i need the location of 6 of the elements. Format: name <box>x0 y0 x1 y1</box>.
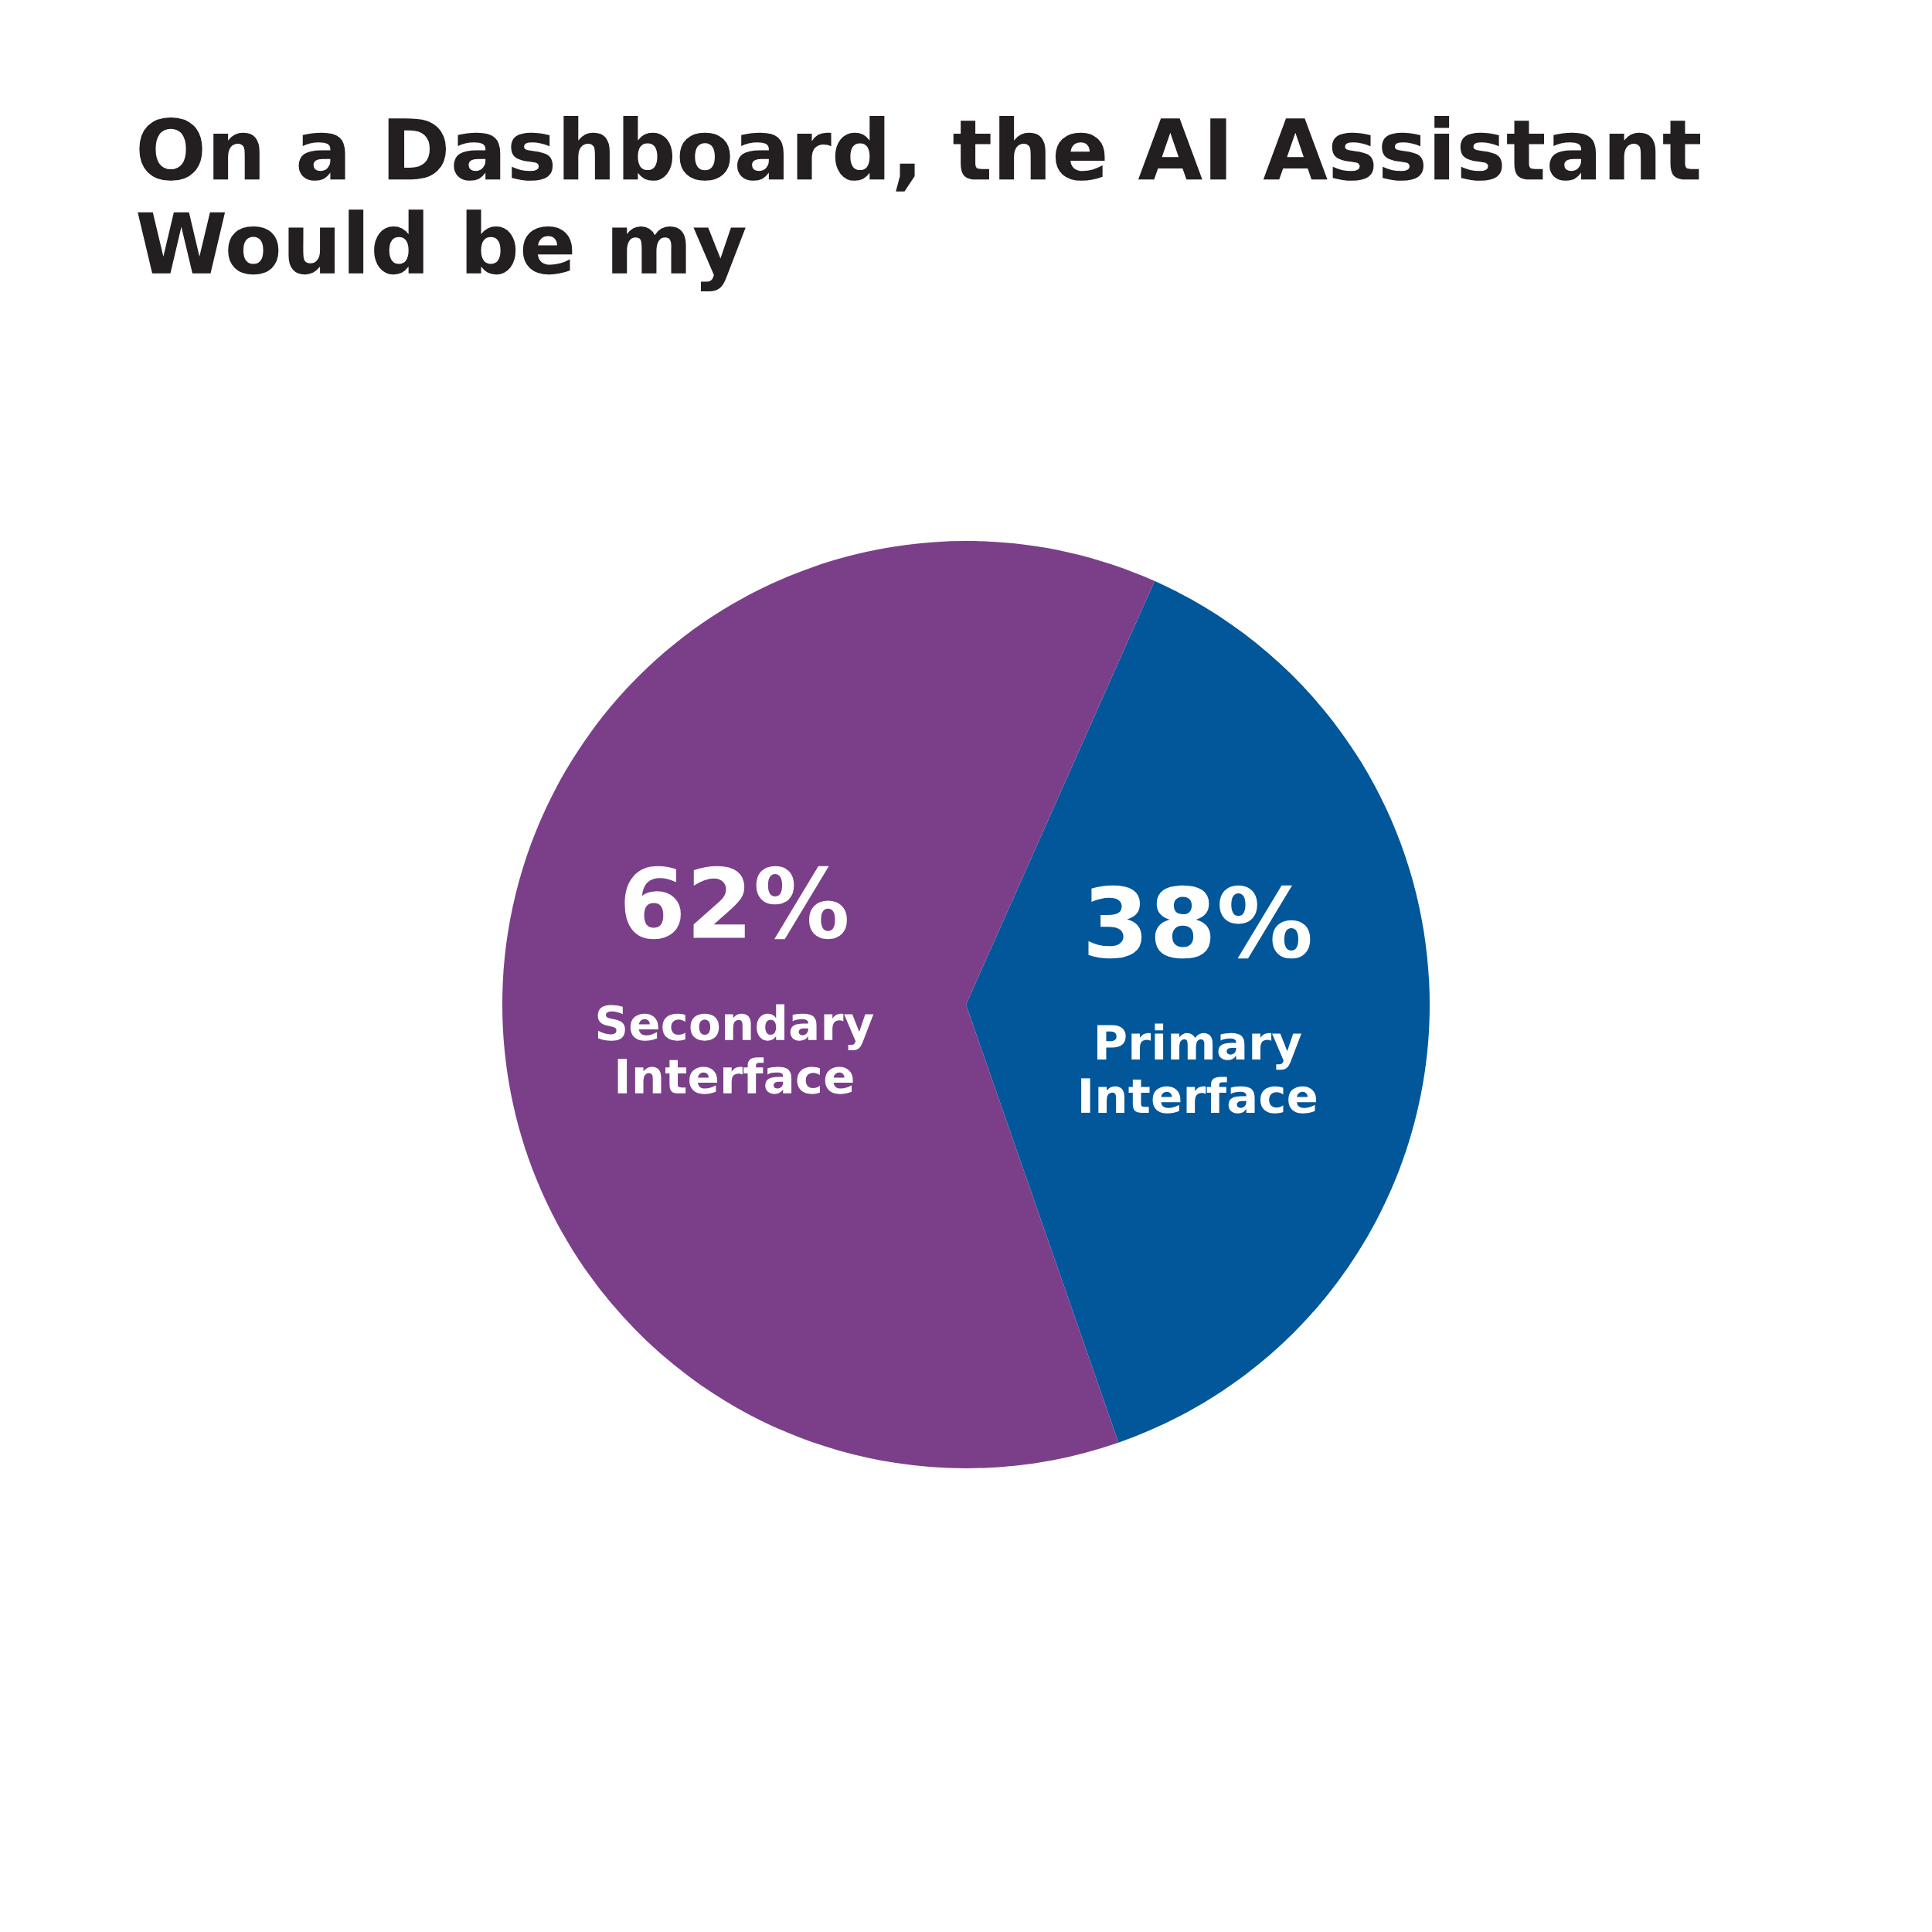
data-label: 38% <box>1088 885 1311 959</box>
pie-slice <box>966 580 1430 1443</box>
slice-label: Secondary Interface <box>597 1004 874 1094</box>
data-label: 62% <box>624 866 847 940</box>
chart-title: On a Dashboard, the AI Assistant Would be my <box>138 116 1701 291</box>
slice-label: Primary Interface <box>1081 1023 1317 1114</box>
